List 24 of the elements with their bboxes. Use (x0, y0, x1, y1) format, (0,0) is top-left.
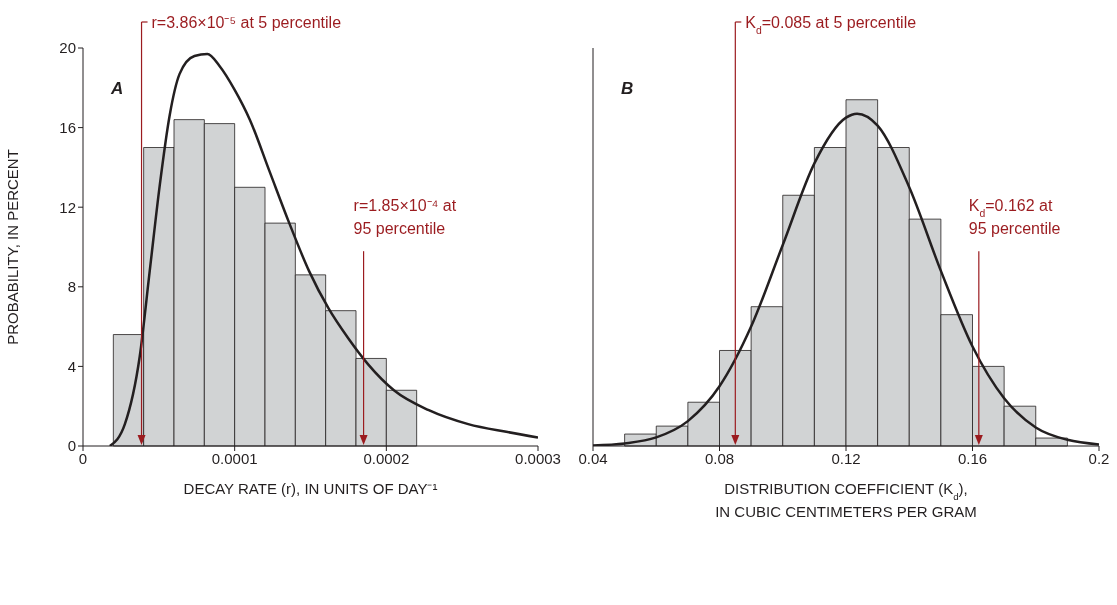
annotation: A (110, 79, 124, 98)
x-tick-label: 0 (78, 449, 88, 467)
x-tick-label: 0.16 (957, 449, 988, 467)
y-tick-label: 4 (67, 357, 76, 375)
x-tick-label: 0.04 (578, 449, 608, 467)
y-tick-label: 0 (67, 437, 76, 455)
annotation: K$_{d}$=0.162 at 95 percentile (968, 197, 1061, 238)
x-axis-title: DECAY RATE (r), IN UNITS OF DAY⁻¹ (183, 480, 438, 497)
text: K$_{d}$=0.085 at 5 percentile (745, 14, 917, 36)
annotation: B (621, 79, 634, 98)
y-tick-label: 16 (59, 118, 76, 136)
x-tick-label: 0.2 (1088, 449, 1110, 467)
y-tick-label: 12 (59, 198, 76, 216)
x-tick-label: 0.12 (831, 449, 861, 467)
x-tick-label: 0.08 (704, 449, 735, 467)
x-axis-title: DISTRIBUTION COEFFICIENT (K$_{d}$), IN CUBIC CENTIMETERS PER GRAM (715, 480, 977, 520)
y-tick-label: 8 (67, 278, 76, 296)
y-tick-label: 20 (59, 39, 76, 57)
x-tick-label: 0.0002 (363, 449, 410, 467)
x-tick-label: 0.0003 (515, 449, 561, 467)
annotation: r=1.85×10⁻⁴ at 95 percentile (353, 197, 457, 238)
x-tick-label: 0.0001 (211, 449, 258, 467)
y-axis-title: PROBABILITY, IN PERCENT (4, 149, 21, 345)
text: r=3.86×10⁻⁵ at 5 percentile (151, 14, 342, 31)
